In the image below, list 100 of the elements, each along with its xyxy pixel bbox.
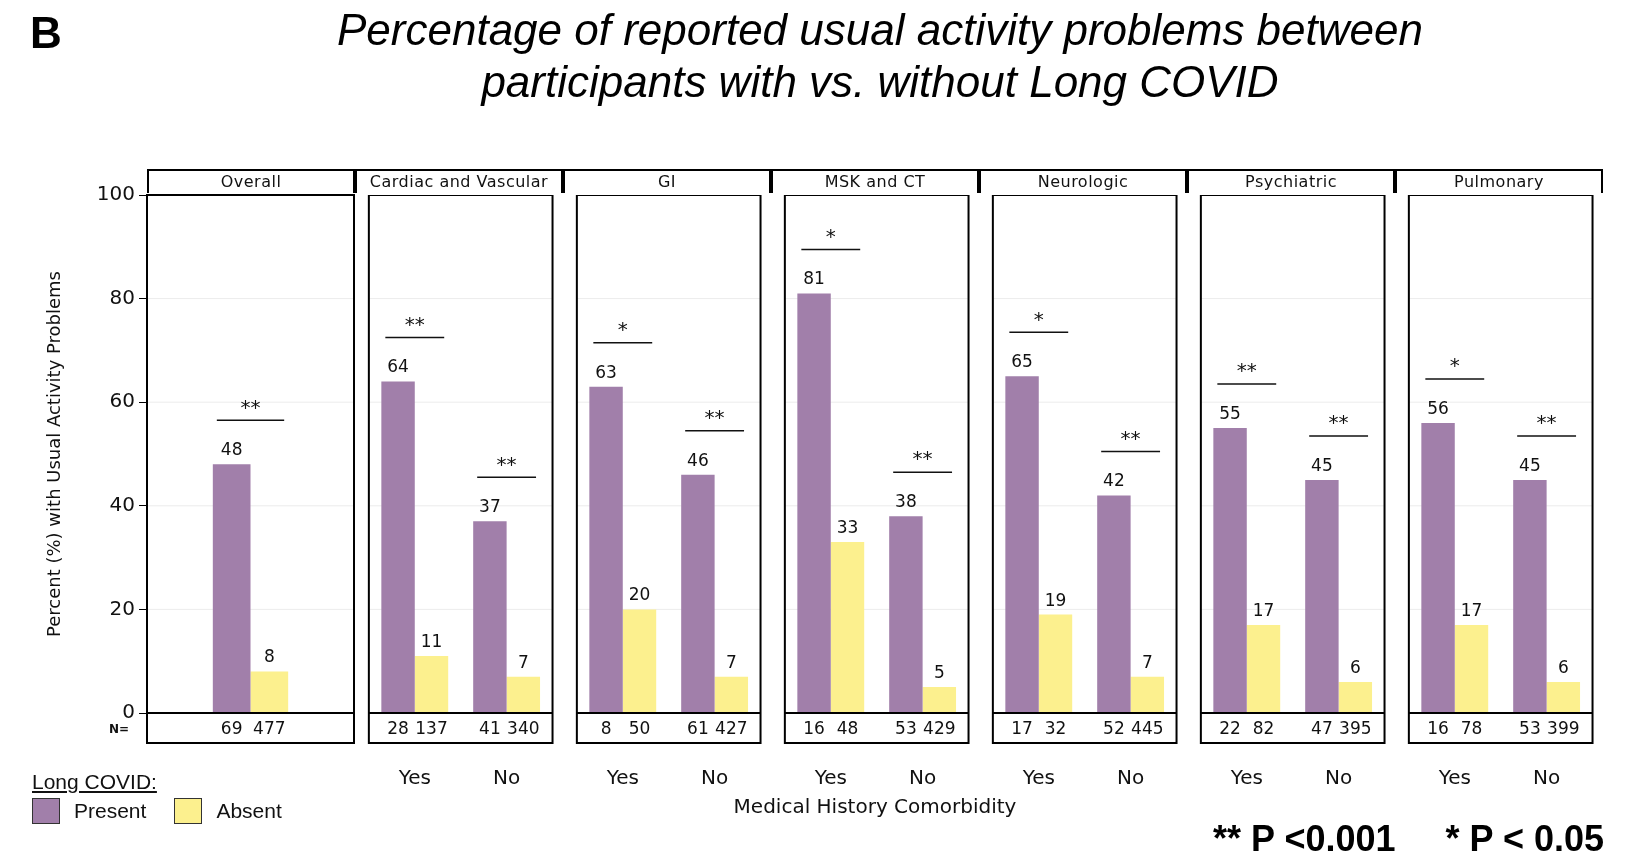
- data-label: 17: [1460, 599, 1483, 620]
- chart-subtitle: Cardiac and Vascular: [355, 169, 563, 193]
- chart-subtitle: Overall: [147, 169, 355, 193]
- data-label: 6: [1557, 656, 1569, 677]
- data-label: 38: [895, 491, 917, 512]
- bar: [1038, 614, 1073, 713]
- x-tick-label: No: [1117, 765, 1145, 790]
- text: 50: [628, 718, 651, 739]
- y-tick-label: 40: [109, 492, 135, 516]
- x-tick-label: Yes: [605, 765, 639, 790]
- bar: [1421, 422, 1455, 713]
- chart-subtitle: Pulmonary: [1395, 169, 1603, 193]
- bar: [681, 474, 715, 713]
- bar: [506, 676, 541, 713]
- bar: [1338, 681, 1373, 713]
- text: 52: [1103, 718, 1125, 739]
- text: 8: [600, 718, 612, 739]
- bar: [414, 656, 449, 713]
- text: N=: [108, 722, 129, 737]
- bar: [1097, 495, 1131, 713]
- bar: [1513, 479, 1547, 713]
- text: 41: [479, 718, 501, 739]
- bar: [714, 676, 749, 713]
- bar: [1213, 428, 1247, 713]
- text: 48: [836, 718, 859, 739]
- annotation: *: [1449, 353, 1460, 378]
- y-axis-title: Percent (%) with Usual Activity Problems: [43, 271, 65, 637]
- annotation: **: [496, 451, 517, 476]
- y-tick-label: 60: [109, 388, 135, 413]
- text: 53: [895, 718, 917, 739]
- data-label: 81: [803, 268, 825, 289]
- bar: [381, 381, 415, 713]
- text: 61: [687, 718, 709, 739]
- bar: [622, 609, 657, 713]
- annotation: **: [1236, 358, 1257, 383]
- data-label: 37: [479, 496, 501, 517]
- x-tick-label: No: [1325, 765, 1353, 790]
- data-label: 7: [1141, 651, 1153, 672]
- x-tick-label: Yes: [1229, 765, 1263, 790]
- text: 395: [1339, 718, 1372, 739]
- annotation: **: [404, 311, 425, 336]
- annotation: *: [617, 316, 628, 341]
- x-tick-label: No: [493, 765, 521, 790]
- annotation: **: [1328, 410, 1349, 435]
- text: 53: [1519, 718, 1541, 739]
- data-label: 64: [387, 356, 409, 377]
- text: 17: [1011, 718, 1033, 739]
- data-label: 33: [836, 516, 859, 537]
- annotation: **: [704, 404, 725, 429]
- data-label: 8: [263, 646, 275, 667]
- legend-title: Long COVID:: [32, 770, 158, 794]
- text: B: [30, 8, 62, 58]
- text: 32: [1044, 718, 1067, 739]
- data-label: 7: [517, 651, 529, 672]
- bar: [1246, 624, 1281, 713]
- x-tick-label: No: [701, 765, 729, 790]
- data-label: 45: [1311, 454, 1333, 475]
- bar: [1305, 479, 1339, 713]
- y-tick-label: 80: [109, 284, 135, 309]
- bar: [922, 687, 957, 713]
- text: 28: [387, 718, 409, 739]
- text: 429: [923, 718, 956, 739]
- chart-title: Percentage of reported usual activity problems between participants with vs. without Long COVID: [336, 4, 1424, 108]
- bar: [889, 516, 923, 713]
- annotation: **: [912, 446, 933, 471]
- data-label: 11: [420, 630, 443, 651]
- data-label: 42: [1103, 470, 1125, 491]
- data-label: 5: [933, 662, 945, 683]
- text: 22: [1219, 718, 1241, 739]
- text: 445: [1131, 718, 1164, 739]
- text: ** P <0.001 * P < 0.05: [1213, 818, 1604, 860]
- data-label: 6: [1349, 656, 1361, 677]
- text: 427: [715, 718, 748, 739]
- bar: [1130, 676, 1165, 713]
- y-tick-label: 100: [96, 181, 135, 206]
- data-label: 63: [595, 361, 617, 382]
- chart-subtitle: Psychiatric: [1187, 169, 1395, 193]
- x-tick-label: Yes: [1437, 765, 1471, 790]
- chart-subtitle: MSK and CT: [771, 169, 979, 193]
- text: 47: [1311, 718, 1333, 739]
- text: 82: [1252, 718, 1275, 739]
- bar: [1454, 624, 1489, 713]
- text: 16: [803, 718, 825, 739]
- text: 16: [1427, 718, 1449, 739]
- annotation: *: [1033, 306, 1044, 331]
- data-label: 19: [1044, 589, 1067, 610]
- data-label: 17: [1252, 599, 1275, 620]
- data-label: 20: [628, 584, 651, 605]
- x-tick-label: No: [909, 765, 937, 790]
- text: 137: [415, 718, 448, 739]
- annotation: **: [240, 394, 261, 419]
- text: 340: [507, 718, 540, 739]
- annotation: **: [1120, 425, 1141, 450]
- bar: [589, 386, 623, 713]
- bar: [473, 521, 507, 713]
- bar: [1005, 376, 1039, 713]
- data-label: 55: [1219, 403, 1241, 424]
- text: 78: [1460, 718, 1483, 739]
- data-label: 65: [1011, 351, 1033, 372]
- data-label: 48: [220, 439, 243, 460]
